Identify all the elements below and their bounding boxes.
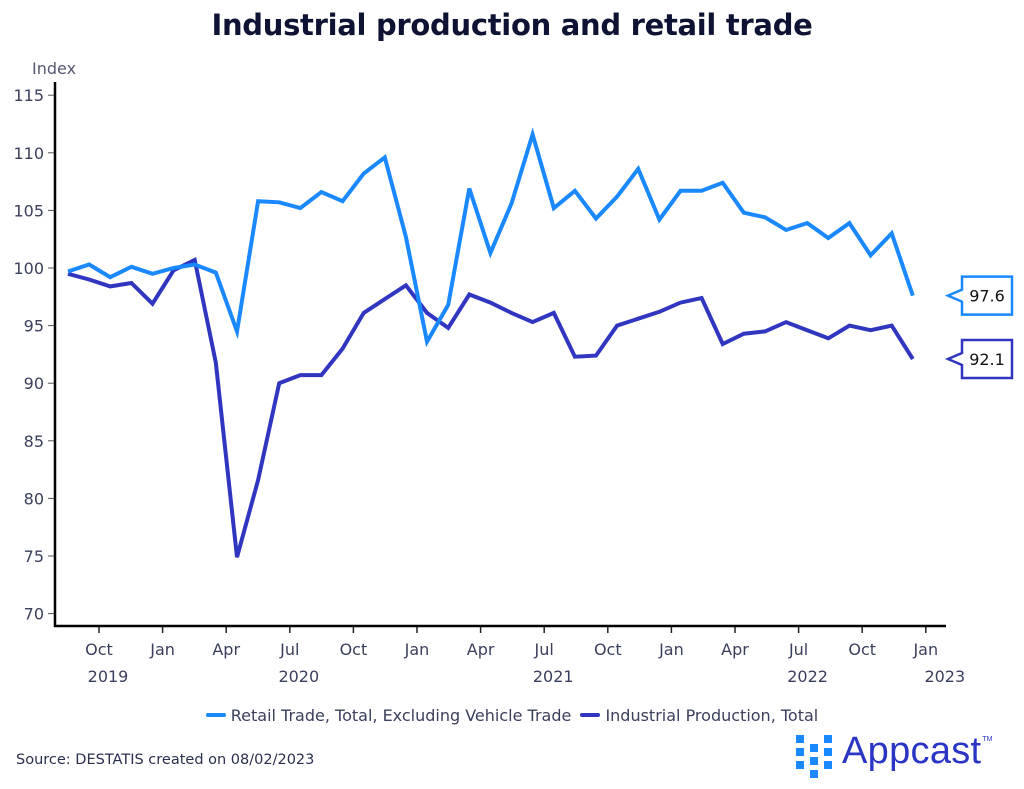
chart-title: Industrial production and retail trade <box>211 8 813 42</box>
x-tick-label: Jul <box>279 640 299 659</box>
logo-grid-icon <box>796 731 836 778</box>
callout-industrial <box>944 338 1014 380</box>
source-note: Source: DESTATIS created on 08/02/2023 <box>16 752 315 768</box>
x-tick-label: Jan <box>912 640 938 659</box>
x-year-label: 2021 <box>533 667 574 686</box>
legend-swatch-industrial <box>580 713 601 717</box>
x-tick-label: Oct <box>848 640 876 659</box>
x-year-label: 2022 <box>787 667 828 686</box>
y-tick-label: 80 <box>24 489 44 508</box>
legend-label-industrial: Industrial Production, Total <box>605 705 819 725</box>
callout-industrial-value: 92.1 <box>969 350 1005 369</box>
legend-label-retail: Retail Trade, Total, Excluding Vehicle T… <box>230 705 572 725</box>
series-line-industrial <box>67 256 915 558</box>
callout-retail-value: 97.6 <box>969 287 1005 306</box>
x-tick-label: Oct <box>594 640 622 659</box>
y-tick-label: 105 <box>13 201 44 220</box>
x-tick-label: Jan <box>658 640 684 659</box>
logo-trademark: TM <box>982 735 993 743</box>
y-tick-label: 75 <box>24 547 44 566</box>
legend-item-industrial[interactable]: Industrial Production, Total <box>580 706 818 725</box>
x-tick-label: Apr <box>212 640 240 659</box>
y-tick-label: 95 <box>24 317 44 336</box>
x-year-label: 2020 <box>278 667 319 686</box>
y-tick-label: 70 <box>24 605 44 624</box>
y-tick-label: 110 <box>13 144 44 163</box>
y-tick-label: 85 <box>24 432 44 451</box>
last-value-callouts: 97.6 92.1 <box>944 275 1014 380</box>
x-tick-label: Oct <box>85 640 113 659</box>
x-tick-label: Jul <box>534 640 554 659</box>
legend: Retail Trade, Total, Excluding Vehicle T… <box>0 702 1024 725</box>
x-tick-label: Apr <box>721 640 749 659</box>
legend-item-retail[interactable]: Retail Trade, Total, Excluding Vehicle T… <box>205 705 572 725</box>
y-tick-label: 90 <box>24 374 44 393</box>
x-tick-label: Jul <box>788 640 808 659</box>
x-tick-label: Oct <box>340 640 368 659</box>
series-line-retail <box>67 127 915 348</box>
x-axis: Oct 2019 Jan Apr Jul 2020 Oct Jan Apr Jul 2021 Oct J… <box>85 626 965 686</box>
y-axis: 70 75 80 85 90 95 100 105 110 115 <box>13 86 55 624</box>
x-year-label: 2023 <box>924 667 965 686</box>
y-axis-label: Index <box>32 59 76 78</box>
line-chart: Index 70 75 80 85 90 95 100 105 110 115 Oct 2019 Ja… <box>13 59 1014 686</box>
x-tick-label: Apr <box>467 640 495 659</box>
series-lines <box>67 127 915 558</box>
x-year-label: 2019 <box>88 667 129 686</box>
legend-swatch-retail <box>205 713 226 717</box>
y-tick-label: 115 <box>13 86 44 105</box>
y-tick-label: 100 <box>13 259 44 278</box>
logo-text: Appcast <box>842 730 982 772</box>
x-tick-label: Jan <box>404 640 430 659</box>
appcast-logo: Appcast TM <box>796 730 993 778</box>
x-tick-label: Jan <box>149 640 175 659</box>
callout-retail <box>944 275 1014 316</box>
